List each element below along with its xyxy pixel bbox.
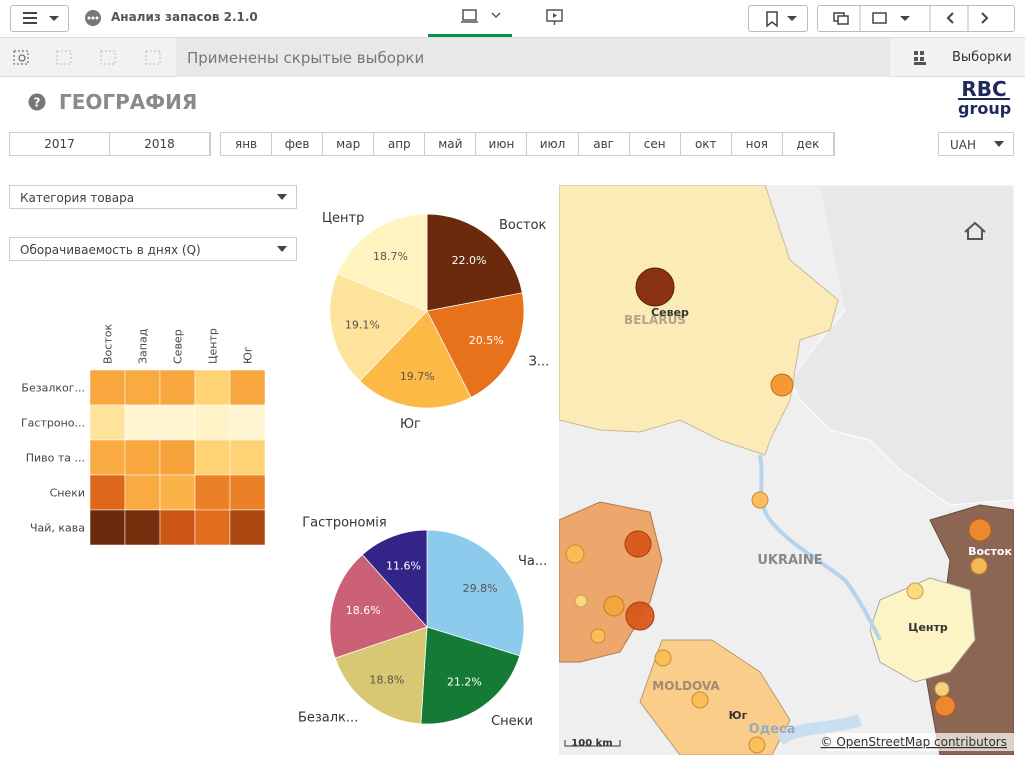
heat-cell [90, 440, 125, 475]
bubble [749, 737, 765, 753]
heat-cell [90, 510, 125, 545]
heat-cell [195, 440, 230, 475]
map-scale: 100 km [571, 738, 612, 749]
bubble [935, 696, 955, 716]
slice-value: 18.7% [373, 250, 408, 263]
heat-cell [125, 475, 160, 510]
slice-value: 11.6% [386, 559, 421, 572]
heat-cell [90, 405, 125, 440]
column-label: Запад [137, 328, 150, 364]
column-label: Юг [242, 346, 255, 364]
heat-cell [195, 370, 230, 405]
map-label: Центр [908, 621, 948, 634]
map-label: Восток [968, 545, 1012, 558]
map-label: Юг [729, 709, 748, 722]
heat-cell [90, 370, 125, 405]
slice-value: 18.6% [346, 604, 381, 617]
heat-cell [90, 475, 125, 510]
heat-cell [125, 510, 160, 545]
slice-label: Гастрономія [302, 515, 387, 530]
slice-value: 19.1% [345, 318, 380, 331]
heat-cell [230, 370, 265, 405]
bubble [655, 650, 671, 666]
heat-cell [160, 475, 195, 510]
heat-cell [125, 405, 160, 440]
row-label: Гастроно... [21, 417, 85, 430]
heat-cell [195, 405, 230, 440]
bubble [566, 545, 584, 563]
heat-cell [160, 440, 195, 475]
bubble [907, 583, 923, 599]
row-label: Безалког... [21, 382, 85, 395]
heat-cell [230, 405, 265, 440]
bubble [604, 596, 624, 616]
slice-value: 19.7% [400, 370, 435, 383]
slice-label: Безалк... [298, 711, 358, 726]
heat-cell [125, 370, 160, 405]
slice-label: Юг [400, 417, 421, 432]
bubble [692, 692, 708, 708]
slice-label: Восток [499, 218, 547, 233]
slice-label: Ча... [518, 554, 547, 569]
slice-label: Центр [322, 211, 364, 226]
bubble [575, 595, 587, 607]
heat-cell [195, 510, 230, 545]
heat-cell [230, 475, 265, 510]
row-label: Чай, кава [30, 522, 85, 535]
map-label: Север [651, 306, 689, 319]
heat-cell [230, 510, 265, 545]
bubble [971, 558, 987, 574]
column-label: Центр [207, 328, 220, 364]
heat-cell [195, 475, 230, 510]
map-label: Одеса [749, 722, 796, 737]
heat-cell [160, 370, 195, 405]
bubble [935, 682, 949, 696]
column-label: Север [172, 329, 185, 364]
bubble [591, 629, 605, 643]
map-attribution: © OpenStreetMap contributors [821, 735, 1007, 749]
bubble [625, 531, 651, 557]
heat-cell [160, 405, 195, 440]
bubble [752, 492, 768, 508]
column-label: Восток [102, 324, 115, 364]
slice-value: 29.8% [463, 582, 498, 595]
bubble [636, 268, 674, 306]
slice-value: 21.2% [447, 675, 482, 688]
map[interactable]: BELARUSUKRAINEMOLDOVAСеверВостокЦентрЮгО… [559, 185, 1014, 755]
slice-value: 20.5% [469, 334, 504, 347]
slice-value: 22.0% [452, 254, 487, 267]
slice-label: З... [528, 355, 549, 370]
slice-value: 18.8% [369, 673, 404, 686]
map-label: UKRAINE [757, 553, 822, 568]
heat-cell [160, 510, 195, 545]
map-label: MOLDOVA [652, 679, 720, 693]
heat-cell [230, 440, 265, 475]
heat-cell [125, 440, 160, 475]
row-label: Снеки [50, 487, 85, 500]
bubble [969, 519, 991, 541]
bubble [626, 602, 654, 630]
slice-label: Снеки [491, 714, 533, 729]
row-label: Пиво та ... [26, 452, 85, 465]
bubble [771, 374, 793, 396]
